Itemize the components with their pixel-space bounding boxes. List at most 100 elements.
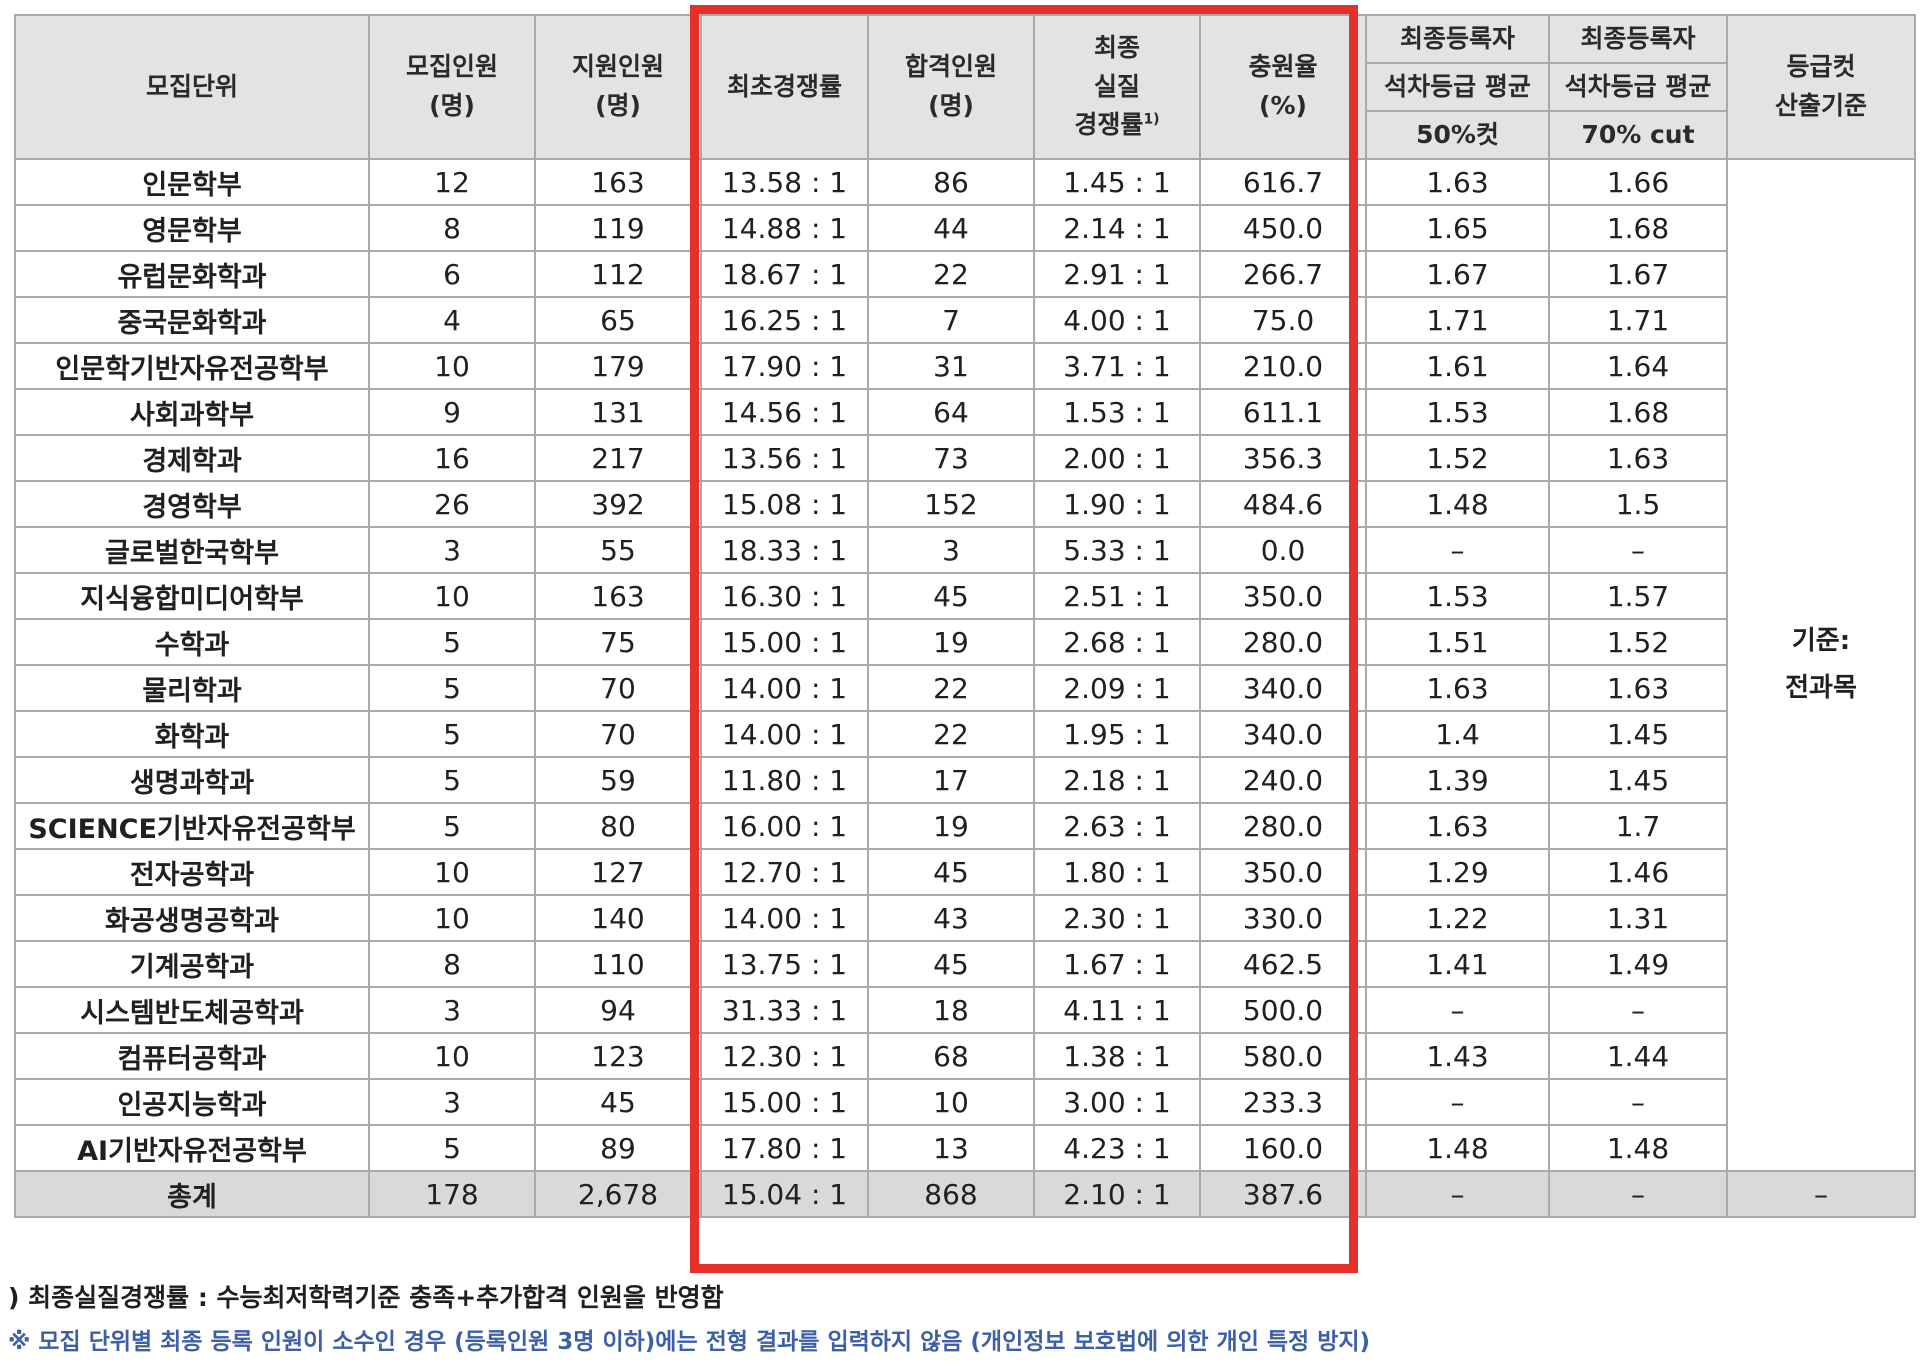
cell-admitted: 13 — [867, 1124, 1035, 1172]
cell-admitted: 17 — [867, 756, 1035, 804]
cell-cut70: 1.7 — [1548, 802, 1728, 850]
header-applicants: 지원인원 (명) — [534, 14, 702, 160]
table-row: 화공생명공학과 10 140 14.00 : 1 43 2.30 : 1 330.0 1.22… — [14, 894, 1915, 942]
cell-initial-ratio: 14.00 : 1 — [700, 664, 869, 712]
cell-cut50: 1.43 — [1365, 1032, 1550, 1080]
cell-final-ratio: 2.91 : 1 — [1033, 250, 1201, 298]
cell-applicants: 127 — [534, 848, 702, 896]
cell-applicants: 65 — [534, 296, 702, 344]
cell-unit: 기계공학과 — [14, 940, 370, 988]
cell-fill-rate: 484.6 — [1199, 480, 1367, 528]
cell-recruit: 10 — [368, 342, 536, 390]
total-cell-cutoff: – — [1726, 1170, 1916, 1218]
cell-unit: 경영학부 — [14, 480, 370, 528]
cell-unit: 영문학부 — [14, 204, 370, 252]
table-row: 시스템반도체공학과 3 94 31.33 : 1 18 4.11 : 1 500.0– – — [14, 986, 1915, 1034]
cell-cut50: 1.51 — [1365, 618, 1550, 666]
table-row: SCIENCE기반자유전공학부 5 80 16.00 : 1 19 2.63 : 1 280… — [14, 802, 1915, 850]
cell-recruit: 12 — [368, 158, 536, 206]
cell-admitted: 45 — [867, 572, 1035, 620]
cell-recruit: 8 — [368, 940, 536, 988]
cell-final-ratio: 3.00 : 1 — [1033, 1078, 1201, 1126]
total-row: 총계 178 2,678 15.04 : 1 868 2.10 : 1 387.6– – – — [14, 1170, 1916, 1218]
table-row: 인문학부 12 163 13.58 : 1 86 1.45 : 1 616.7 1.63 1.6… — [14, 158, 1916, 1172]
cell-cut50: 1.71 — [1365, 296, 1550, 344]
cell-cut70: 1.71 — [1548, 296, 1728, 344]
cell-recruit: 3 — [368, 1078, 536, 1126]
cell-unit: 컴퓨터공학과 — [14, 1032, 370, 1080]
cell-applicants: 217 — [534, 434, 702, 482]
cell-final-ratio: 2.14 : 1 — [1033, 204, 1201, 252]
cell-cut50: 1.29 — [1365, 848, 1550, 896]
cell-recruit: 10 — [368, 1032, 536, 1080]
cell-fill-rate: 0.0 — [1199, 526, 1367, 574]
cell-admitted: 86 — [867, 158, 1035, 206]
cell-fill-rate: 356.3 — [1199, 434, 1367, 482]
header-fill-rate-line2: (%) — [1259, 91, 1307, 120]
cell-cut70: 1.48 — [1548, 1124, 1728, 1172]
cell-cut50: 1.67 — [1365, 250, 1550, 298]
table-row: 사회과학부 9 131 14.56 : 1 64 1.53 : 1 611.1 1.53 1.6… — [14, 388, 1915, 436]
cell-final-ratio: 2.18 : 1 — [1033, 756, 1201, 804]
cell-cut70: 1.63 — [1548, 664, 1728, 712]
table-row: 물리학과 5 70 14.00 : 1 22 2.09 : 1 340.0 1.63 1.63 — [14, 664, 1915, 712]
privacy-note: ※ 모집 단위별 최종 등록 인원이 소수인 경우 (등록인원 3명 이하)에는… — [8, 1329, 1371, 1355]
cell-admitted: 3 — [867, 526, 1035, 574]
table-row: 인공지능학과 3 45 15.00 : 1 10 3.00 : 1 233.3– – — [14, 1078, 1915, 1126]
cell-recruit: 4 — [368, 296, 536, 344]
cell-fill-rate: 500.0 — [1199, 986, 1367, 1034]
table-header: 모집단위 모집인원 (명) 지원인원 (명) 최초경쟁률 합격인원 (명) 최종… — [14, 14, 1916, 160]
cell-recruit: 8 — [368, 204, 536, 252]
header-reg50-line1: 최종등록자 — [1365, 14, 1550, 64]
header-row-2: 석차등급 평균 석차등급 평균 — [15, 62, 1915, 112]
header-final-ratio-line2: 실질 — [1093, 71, 1140, 101]
cell-initial-ratio: 18.33 : 1 — [700, 526, 869, 574]
cell-fill-rate: 450.0 — [1199, 204, 1367, 252]
cell-cut70: 1.68 — [1548, 388, 1728, 436]
cell-applicants: 110 — [534, 940, 702, 988]
header-final-ratio-line1: 최종 — [1093, 32, 1140, 62]
admission-results-table-wrap: 모집단위 모집인원 (명) 지원인원 (명) 최초경쟁률 합격인원 (명) 최종… — [14, 14, 1916, 1218]
header-recruit: 모집인원 (명) — [368, 14, 536, 160]
cell-final-ratio: 2.30 : 1 — [1033, 894, 1201, 942]
total-cell-cut50: – — [1365, 1170, 1550, 1218]
cell-applicants: 123 — [534, 1032, 702, 1080]
footnote-marker: 1) — [1143, 112, 1160, 129]
cell-cutoff-criteria: 기준: 전과목 — [1726, 158, 1916, 1172]
total-cell-recruit: 178 — [368, 1170, 536, 1218]
cell-unit: 지식융합미디어학부 — [14, 572, 370, 620]
cell-recruit: 5 — [368, 618, 536, 666]
table-row: 생명과학과 5 59 11.80 : 1 17 2.18 : 1 240.0 1.39 1.45 — [14, 756, 1915, 804]
cell-admitted: 22 — [867, 664, 1035, 712]
header-fill-rate-line1: 충원율 — [1248, 52, 1318, 82]
cell-unit: 사회과학부 — [14, 388, 370, 436]
cell-admitted: 44 — [867, 204, 1035, 252]
cell-cut70: – — [1548, 526, 1728, 574]
cell-cut50: 1.53 — [1365, 388, 1550, 436]
header-recruit-line2: (명) — [429, 91, 475, 120]
cell-recruit: 10 — [368, 848, 536, 896]
header-reg50-line2: 석차등급 평균 — [1365, 62, 1550, 112]
cell-fill-rate: 280.0 — [1199, 802, 1367, 850]
header-admitted-line1: 합격인원 — [904, 52, 997, 82]
cell-cut70: – — [1548, 1078, 1728, 1126]
cell-initial-ratio: 13.75 : 1 — [700, 940, 869, 988]
cell-unit: 화공생명공학과 — [14, 894, 370, 942]
cell-fill-rate: 580.0 — [1199, 1032, 1367, 1080]
cell-admitted: 18 — [867, 986, 1035, 1034]
cell-cut70: – — [1548, 986, 1728, 1034]
total-cell-final-ratio: 2.10 : 1 — [1033, 1170, 1201, 1218]
cell-applicants: 119 — [534, 204, 702, 252]
cell-applicants: 112 — [534, 250, 702, 298]
cell-final-ratio: 1.38 : 1 — [1033, 1032, 1201, 1080]
cell-cut70: 1.52 — [1548, 618, 1728, 666]
cell-initial-ratio: 11.80 : 1 — [700, 756, 869, 804]
cell-cut70: 1.68 — [1548, 204, 1728, 252]
cell-fill-rate: 280.0 — [1199, 618, 1367, 666]
cell-initial-ratio: 15.08 : 1 — [700, 480, 869, 528]
total-cell-applicants: 2,678 — [534, 1170, 702, 1218]
cell-cut70: 1.44 — [1548, 1032, 1728, 1080]
cell-initial-ratio: 31.33 : 1 — [700, 986, 869, 1034]
cell-final-ratio: 4.11 : 1 — [1033, 986, 1201, 1034]
cell-cut50: – — [1365, 526, 1550, 574]
